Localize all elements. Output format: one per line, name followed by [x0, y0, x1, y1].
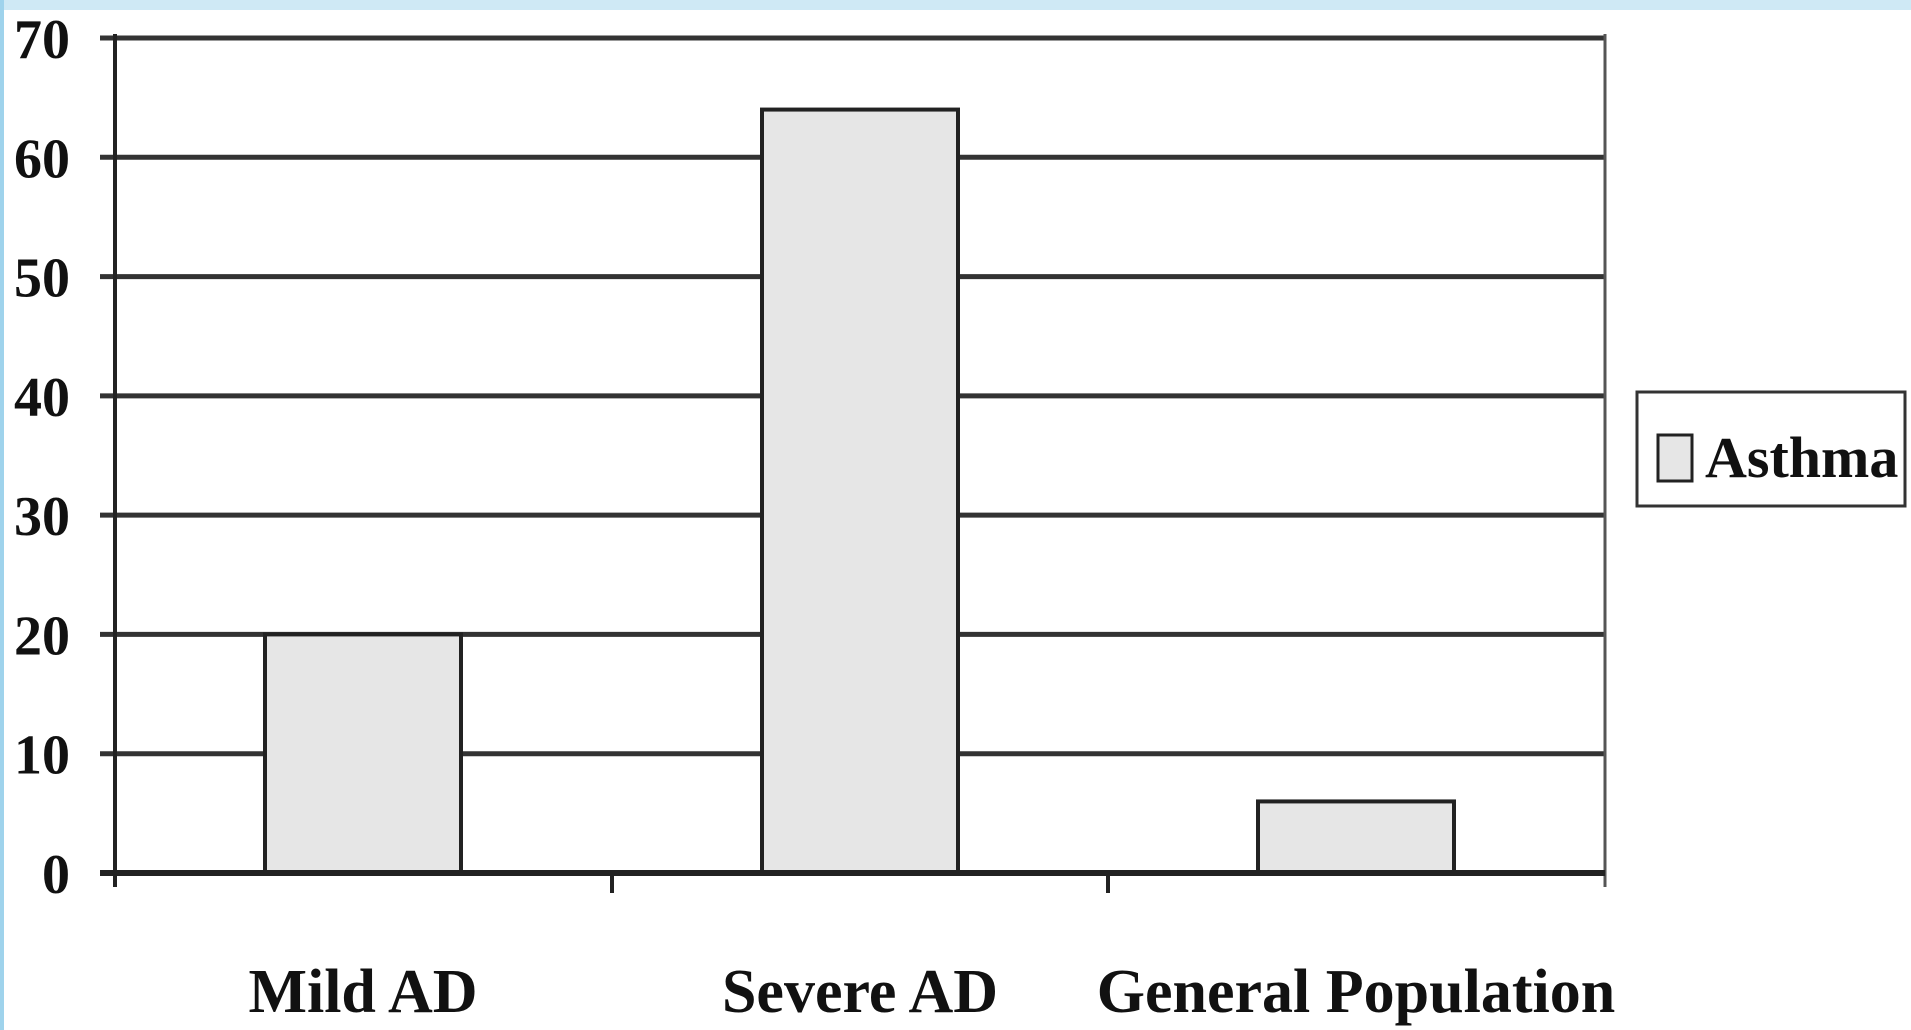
- legend-label-asthma: Asthma: [1705, 425, 1898, 490]
- bar-mild-ad: [263, 632, 463, 876]
- left-decorative-band: [0, 0, 4, 1030]
- x-axis-category-labels: Mild AD Severe AD General Population: [248, 958, 1615, 1026]
- legend-box: [1635, 390, 1907, 508]
- legend: Asthma: [1635, 390, 1907, 508]
- y-axis-tick-labels: 0 10 20 30 40 50 60 70: [14, 9, 70, 906]
- x-category-label: Severe AD: [722, 958, 998, 1026]
- legend-swatch-asthma: [1656, 433, 1694, 483]
- y-tick-label: 40: [14, 367, 70, 429]
- bar-general-population: [1256, 799, 1456, 876]
- x-category-label: Mild AD: [248, 958, 477, 1026]
- y-tick-label: 20: [14, 605, 70, 667]
- bars: [263, 107, 1456, 876]
- y-tick-label: 0: [42, 844, 70, 906]
- bar-severe-ad: [760, 107, 960, 876]
- top-decorative-band: [0, 0, 1911, 10]
- y-tick-label: 10: [14, 725, 70, 787]
- y-tick-label: 50: [14, 248, 70, 310]
- x-category-label: General Population: [1097, 958, 1615, 1026]
- axes: [100, 34, 1607, 893]
- y-tick-label: 30: [14, 486, 70, 548]
- y-tick-label: 60: [14, 128, 70, 190]
- y-tick-label: 70: [14, 9, 70, 71]
